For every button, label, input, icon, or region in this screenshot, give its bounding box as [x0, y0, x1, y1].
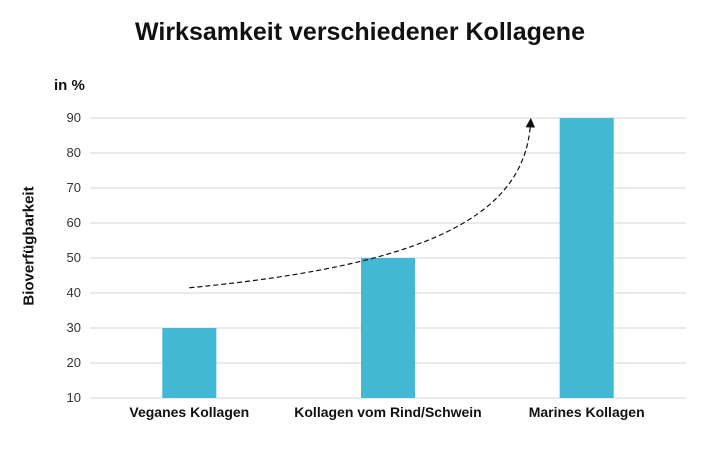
y-tick-label: 80 [67, 145, 81, 160]
bar [162, 328, 217, 398]
y-tick-label: 20 [67, 355, 81, 370]
y-tick-label: 40 [67, 285, 81, 300]
y-tick-label: 60 [67, 215, 81, 230]
y-tick-label: 10 [67, 390, 81, 405]
trend-arrow [189, 117, 536, 289]
y-tick-label: 30 [67, 320, 81, 335]
bar [361, 258, 415, 398]
y-tick-label: 90 [67, 110, 81, 125]
x-category-label: Veganes Kollagen [129, 404, 249, 420]
y-unit-label: in % [54, 77, 85, 94]
x-category-label: Kollagen vom Rind/Schwein [294, 404, 481, 420]
chart-title: Wirksamkeit verschiedener Kollagene [135, 18, 585, 46]
y-tick-label: 50 [67, 250, 81, 265]
bar [559, 118, 614, 398]
y-tick-label: 70 [67, 180, 81, 195]
x-category-label: Marines Kollagen [529, 404, 645, 420]
